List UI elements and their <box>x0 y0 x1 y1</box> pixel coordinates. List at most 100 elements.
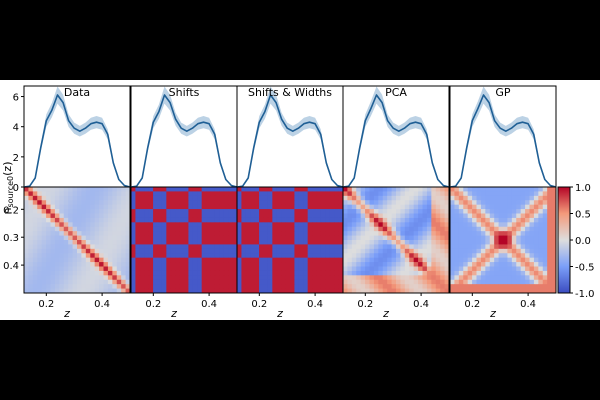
heatmap-cell <box>24 195 29 201</box>
panel-title: PCA <box>385 86 407 99</box>
heatmap-cell <box>28 200 34 206</box>
heatmap-cell <box>237 231 242 236</box>
heatmap-cell <box>24 257 29 263</box>
heatmap-cell <box>312 191 317 197</box>
x-tick-label: 0.4 <box>201 299 217 310</box>
heatmap-cell <box>77 248 82 254</box>
heatmap-cell <box>422 279 428 285</box>
heatmap-cell <box>170 226 176 232</box>
heatmap-cell <box>347 200 353 206</box>
heatmap-cell <box>24 270 29 276</box>
heatmap-cell <box>404 222 410 228</box>
heatmap-cell <box>139 244 145 250</box>
heatmap-cell <box>351 235 357 241</box>
heatmap-cell <box>387 204 392 210</box>
heatmap-cell <box>356 217 362 223</box>
heatmap-cell <box>103 231 109 236</box>
heatmap-cell <box>59 195 65 201</box>
heatmap-cell <box>144 240 150 245</box>
heatmap-cell <box>440 275 445 281</box>
heatmap-cell <box>454 270 460 276</box>
heatmap-cell <box>153 248 158 254</box>
heatmap-cell <box>450 279 455 285</box>
heatmap-cell <box>214 248 220 254</box>
heatmap-cell <box>290 226 295 232</box>
heatmap-cell <box>551 262 557 267</box>
heatmap-cell <box>197 187 203 192</box>
heatmap-cell <box>161 195 167 201</box>
heatmap-cell <box>440 279 445 285</box>
heatmap-cell <box>320 191 326 197</box>
heatmap-cell <box>175 266 180 272</box>
heatmap-cell <box>112 217 118 223</box>
heatmap-cell <box>24 244 29 250</box>
heatmap-cell <box>485 279 491 285</box>
heatmap-cell <box>41 204 47 210</box>
heatmap-cell <box>32 253 38 259</box>
heatmap-cell <box>396 200 401 206</box>
heatmap-cell <box>223 187 229 192</box>
heatmap-cell <box>538 209 544 214</box>
heatmap-cell <box>41 191 47 197</box>
heatmap-cell <box>272 217 278 223</box>
heatmap-cell <box>551 209 557 214</box>
heatmap-cell <box>329 288 335 294</box>
heatmap-cell <box>99 191 104 197</box>
heatmap-cell <box>450 262 455 267</box>
heatmap-cell <box>533 191 539 197</box>
heatmap-cell <box>241 209 247 214</box>
heatmap-cell <box>219 235 225 241</box>
heatmap-cell <box>426 209 432 214</box>
heatmap-cell <box>148 200 154 206</box>
heatmap-cell <box>400 231 406 236</box>
heatmap-cell <box>498 217 504 223</box>
heatmap-cell <box>422 270 428 276</box>
heatmap-cell <box>192 288 198 294</box>
heatmap-cell <box>112 288 118 294</box>
heatmap-cell <box>507 187 513 192</box>
heatmap-cell <box>161 200 167 206</box>
heatmap-cell <box>72 191 78 197</box>
heatmap-cell <box>153 284 158 289</box>
heatmap-cell <box>206 226 211 232</box>
heatmap-cell <box>294 231 300 236</box>
heatmap-cell <box>116 270 122 276</box>
heatmap-cell <box>281 244 286 250</box>
heatmap-cell <box>533 248 539 254</box>
heatmap-cell <box>503 240 508 245</box>
heatmap-cell <box>144 209 150 214</box>
heatmap-cell <box>170 240 176 245</box>
heatmap-cell <box>485 200 491 206</box>
heatmap-cell <box>214 279 220 285</box>
heatmap-cell <box>440 226 445 232</box>
heatmap-cell <box>131 226 136 232</box>
heatmap-cell <box>444 235 450 241</box>
heatmap-cell <box>516 284 522 289</box>
heatmap-cell <box>272 275 278 281</box>
heatmap-cell <box>400 262 406 267</box>
heatmap-cell <box>511 213 517 219</box>
heatmap-cell <box>334 217 339 223</box>
heatmap-cell <box>347 275 353 281</box>
heatmap-cell <box>320 266 326 272</box>
heatmap-cell <box>498 284 504 289</box>
heatmap-cell <box>511 270 517 276</box>
heatmap-cell <box>498 257 504 263</box>
heatmap-cell <box>387 226 392 232</box>
heatmap-cell <box>307 284 313 289</box>
heatmap-cell <box>175 235 180 241</box>
heatmap-cell <box>365 288 370 294</box>
heatmap-cell <box>444 187 450 192</box>
heatmap-cell <box>228 284 233 289</box>
heatmap-cell <box>338 235 344 241</box>
heatmap-cell <box>81 200 87 206</box>
heatmap-cell <box>396 217 401 223</box>
heatmap-cell <box>237 257 242 263</box>
heatmap-cell <box>382 209 388 214</box>
heatmap-cell <box>511 253 517 259</box>
heatmap-cell <box>458 270 464 276</box>
heatmap-cell <box>24 288 29 294</box>
heatmap-cell <box>276 191 282 197</box>
heatmap-cell <box>351 257 357 263</box>
heatmap-cell <box>440 200 445 206</box>
